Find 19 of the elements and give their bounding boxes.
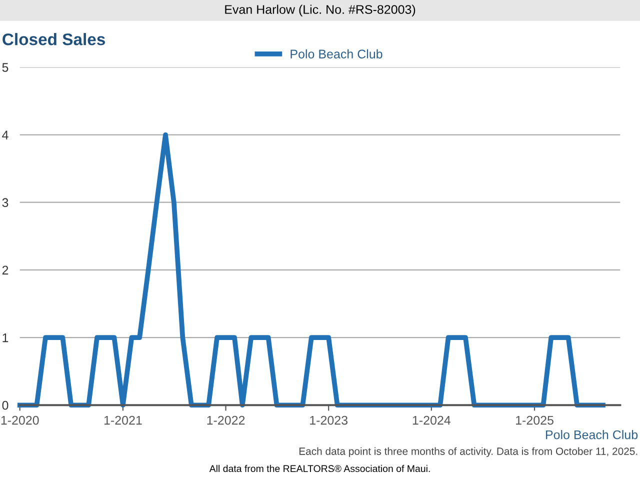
chart-title: Closed Sales	[2, 33, 105, 46]
text: Each data point is three months of activity. Data is from October 11, 2025.	[299, 447, 638, 458]
y-tick-label: 3	[2, 198, 8, 208]
text: Evan Harlow (Lic. No. #RS-82003)	[225, 4, 416, 16]
y-tick-label: 4	[2, 130, 8, 140]
y-tick-label: 1	[2, 333, 8, 342]
x-tick-label: 1-2025	[516, 416, 554, 425]
y-tick-label: 0	[2, 400, 8, 410]
y-tick-label: 5	[2, 63, 8, 72]
x-tick-label: 1-2022	[207, 416, 245, 425]
y-tick-label: 2	[2, 266, 8, 274]
x-tick-label: 1-2024	[412, 416, 451, 425]
line-series	[17, 132, 606, 408]
x-tick-label: 1-2023	[310, 416, 348, 425]
x-tick-label: 1-2021	[104, 416, 142, 425]
x-tick-label: 1-2020	[1, 416, 39, 425]
legend-label: Polo Beach Club	[290, 49, 382, 58]
text: All data from the REALTORS® Association of Maui.	[209, 464, 430, 472]
text: Polo Beach Club	[546, 430, 638, 440]
